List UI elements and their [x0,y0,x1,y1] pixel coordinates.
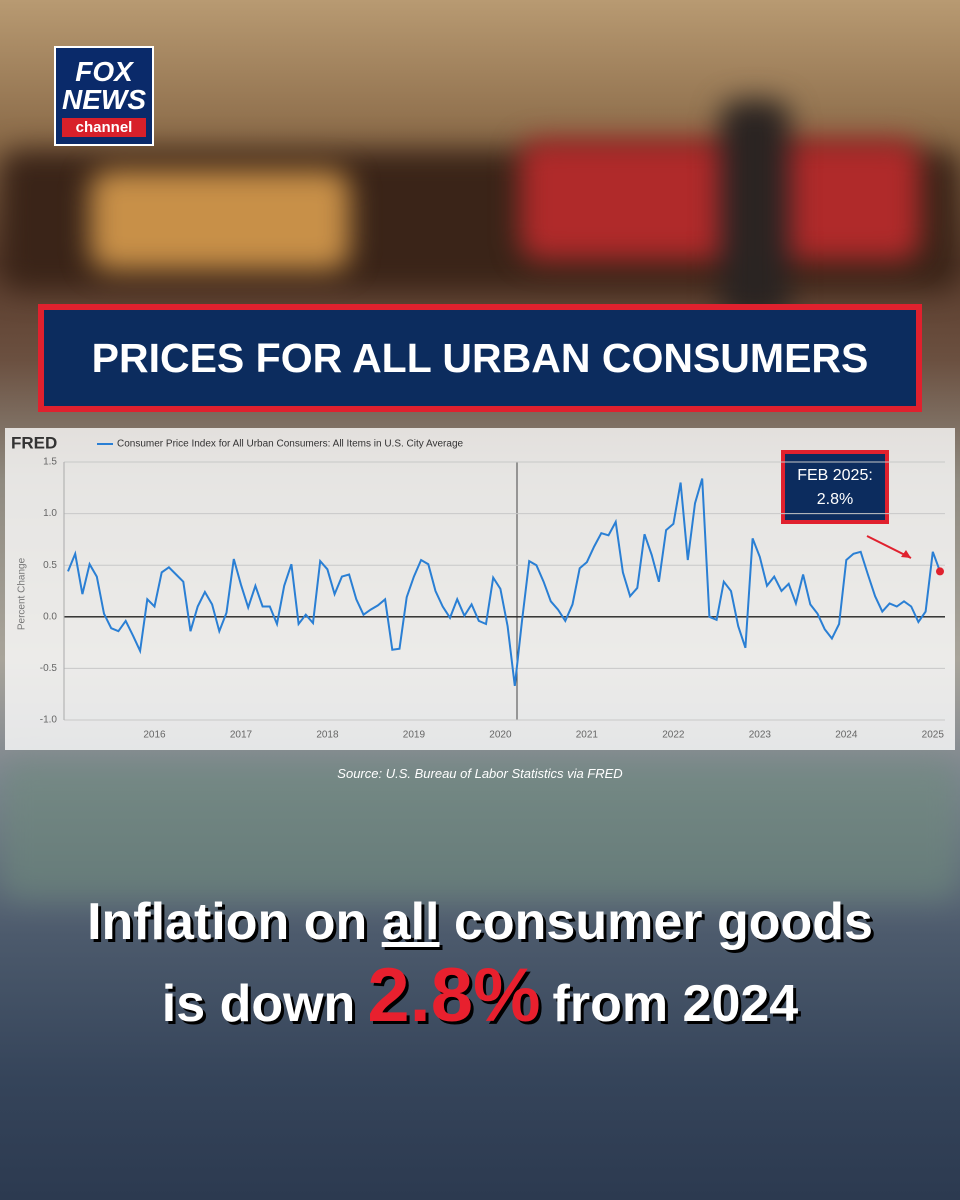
brand: FRED [11,433,57,452]
annotation: 2.8% [817,491,853,508]
logo-text: FOX [75,56,133,87]
annotation: FEB 2025: [797,467,873,484]
background [90,170,350,270]
logo: FOX NEWS channel [54,46,154,146]
x-tick-label: 2018 [316,730,339,741]
x-tick-label: 2023 [749,730,772,741]
background [720,100,790,320]
banner-title: PRICES FOR ALL URBAN CONSUMERS [44,310,916,406]
annotation-box [785,454,885,520]
y-tick-label: 0.0 [43,611,57,622]
headline-text: is down [161,975,356,1033]
chart-panel: FRED Consumer Price Index for All Urban … [5,428,955,750]
headline-highlight: 2.8% [367,953,541,1038]
chart: FRED Consumer Price Index for All Urban … [11,433,945,741]
highlight-point [936,567,944,576]
y-tick-label: 1.0 [43,508,57,519]
y-tick-label: -1.0 [40,715,58,726]
x-tick-label: 2016 [143,730,166,741]
y-axis-label: Percent Change [17,557,28,630]
headline-line: Inflation on all consumer goods [0,885,960,959]
x-tick-label: 2019 [403,730,426,741]
headline-text: all [381,893,440,951]
line-series [67,478,941,687]
background [0,760,960,900]
x-tick-label: 2017 [230,730,253,741]
logo-text: NEWS [62,84,146,115]
x-tick-label: 2020 [489,730,512,741]
headline-text: Inflation on [87,893,368,951]
arrow [901,550,911,558]
legend-label: Consumer Price Index for All Urban Consu… [117,439,464,450]
x-tick-label: 2021 [576,730,599,741]
source: Source: U.S. Bureau of Labor Statistics … [337,766,623,781]
banner: PRICES FOR ALL URBAN CONSUMERS [38,304,922,412]
x-tick-label: 2022 [662,730,685,741]
headline-text: from 2024 [552,975,799,1033]
headline-text: consumer goods [453,893,873,951]
x-tick-label: 2025 [922,730,945,741]
y-tick-label: 0.5 [43,560,57,571]
y-tick-label: -0.5 [40,663,58,674]
headline: Inflation on all consumer goods is down 2… [0,885,960,1041]
logo-text: channel [62,118,146,137]
y-tick-label: 1.5 [43,457,57,468]
x-tick-label: 2024 [835,730,858,741]
headline-line: is down 2.8% from 2024 [0,958,960,1041]
